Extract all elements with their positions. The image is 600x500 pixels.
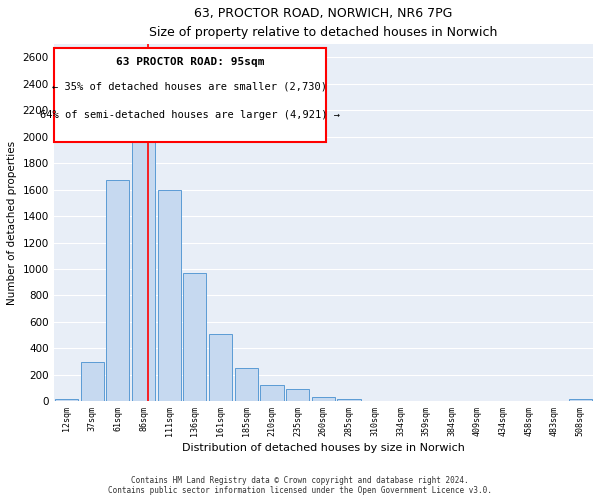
Bar — [286, 388, 309, 401]
Bar — [491, 400, 515, 401]
Text: ← 35% of detached houses are smaller (2,730): ← 35% of detached houses are smaller (2,… — [52, 82, 328, 92]
Title: 63, PROCTOR ROAD, NORWICH, NR6 7PG
Size of property relative to detached houses : 63, PROCTOR ROAD, NORWICH, NR6 7PG Size … — [149, 7, 497, 39]
Bar — [517, 400, 541, 401]
Text: Contains HM Land Registry data © Crown copyright and database right 2024.
Contai: Contains HM Land Registry data © Crown c… — [108, 476, 492, 495]
Bar — [543, 400, 566, 401]
Bar — [132, 118, 155, 401]
Bar — [158, 190, 181, 401]
X-axis label: Distribution of detached houses by size in Norwich: Distribution of detached houses by size … — [182, 443, 465, 453]
Text: 63 PROCTOR ROAD: 95sqm: 63 PROCTOR ROAD: 95sqm — [116, 57, 264, 67]
Bar — [260, 386, 284, 401]
Bar — [55, 398, 78, 401]
Bar — [415, 400, 437, 401]
Bar — [389, 400, 412, 401]
Bar — [363, 400, 386, 401]
Bar — [209, 334, 232, 401]
Bar — [184, 273, 206, 401]
Bar — [80, 362, 104, 401]
FancyBboxPatch shape — [53, 48, 326, 142]
Bar — [235, 368, 258, 401]
Y-axis label: Number of detached properties: Number of detached properties — [7, 140, 17, 305]
Text: 64% of semi-detached houses are larger (4,921) →: 64% of semi-detached houses are larger (… — [40, 110, 340, 120]
Bar — [312, 396, 335, 401]
Bar — [440, 400, 463, 401]
Bar — [569, 398, 592, 401]
Bar — [106, 180, 130, 401]
Bar — [466, 400, 489, 401]
Bar — [337, 398, 361, 401]
